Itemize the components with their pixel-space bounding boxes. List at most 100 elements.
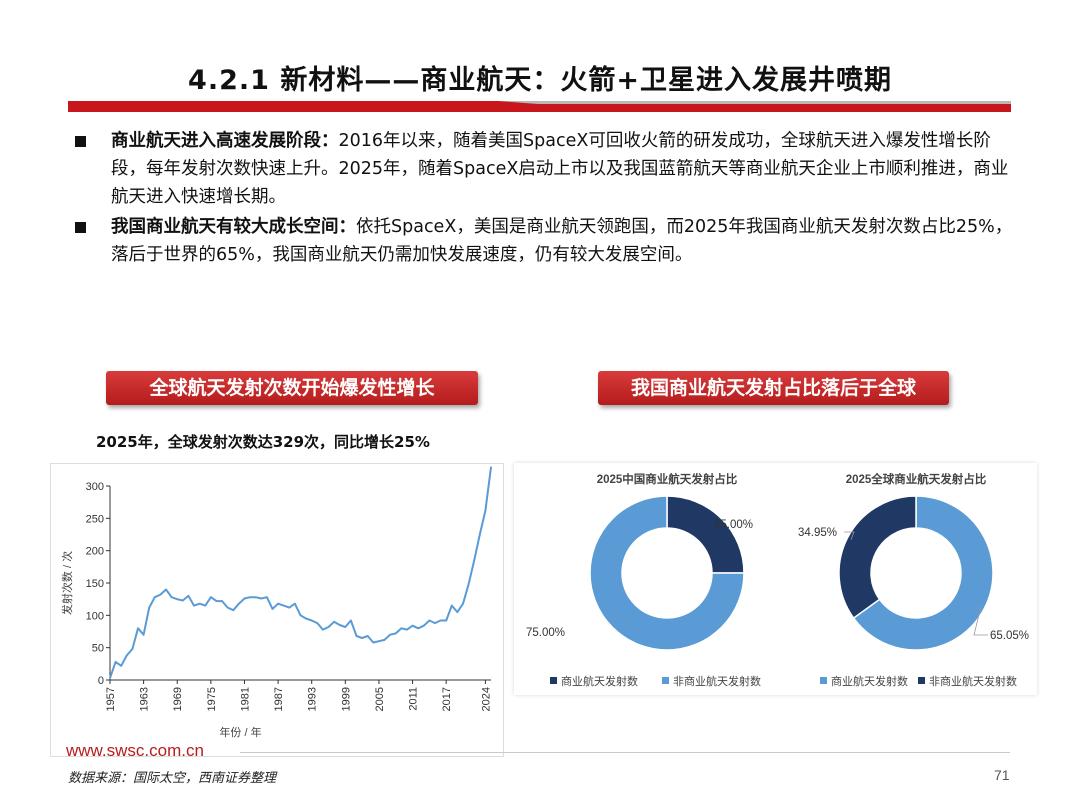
title-underline <box>68 101 1011 112</box>
data-point <box>193 604 195 607</box>
data-point <box>237 602 240 605</box>
leader-line <box>844 531 855 540</box>
data-point <box>131 648 134 650</box>
data-point <box>299 614 302 617</box>
data-point <box>249 596 251 599</box>
x-tick-label: 2005 <box>374 687 386 711</box>
x-tick-label: 1957 <box>105 687 117 711</box>
left-chart-banner: 全球航天发射次数开始爆发性增长 <box>106 371 478 405</box>
footer-url[interactable]: www.swsc.com.cn <box>66 741 204 760</box>
bullet-1: 商业航天进入高速发展阶段：2016年以来，随着美国SpaceX可回收火箭的研发成… <box>75 127 1015 211</box>
data-point <box>198 602 201 605</box>
legend-label: 非商业航天发射数 <box>673 674 761 688</box>
data-point <box>428 619 431 622</box>
data-point <box>333 620 336 623</box>
data-point <box>148 606 151 609</box>
data-point <box>165 588 167 591</box>
x-tick-label: 1963 <box>139 687 151 711</box>
bullet-square-icon <box>75 136 86 147</box>
footer-source: 数据来源：国际太空，西南证券整理 <box>68 771 277 786</box>
page-number: 71 <box>994 767 1010 783</box>
x-tick-label: 1975 <box>206 687 218 711</box>
data-point <box>142 633 145 636</box>
legend-swatch <box>820 677 827 684</box>
x-tick-label: 1987 <box>273 687 285 711</box>
donut-title: 2025全球商业航天发射占比 <box>846 472 987 486</box>
data-point <box>109 677 111 679</box>
data-point <box>293 602 296 605</box>
y-axis-title: 发射次数 / 次 <box>60 551 74 615</box>
data-point <box>484 509 487 512</box>
data-point <box>209 596 212 599</box>
data-point <box>310 619 313 622</box>
donut-slice <box>666 495 745 574</box>
data-point <box>490 466 492 469</box>
donut-value-label: 65.05% <box>990 630 1029 642</box>
data-point <box>137 627 139 630</box>
data-point <box>232 609 235 612</box>
y-tick-label: 150 <box>86 578 104 590</box>
data-point <box>181 599 184 602</box>
data-point <box>277 602 279 605</box>
x-tick-label: 1981 <box>239 687 251 711</box>
data-point <box>473 559 476 562</box>
right-chart-banner: 我国商业航天发射占比落后于全球 <box>598 371 949 405</box>
data-point <box>406 628 408 631</box>
data-point <box>282 604 285 607</box>
y-tick-label: 250 <box>86 513 104 525</box>
pie-chart-frame: 2025中国商业航天发射占比 25.00% 75.00% 商业航天发射数 非商业航天发射… <box>514 463 1037 695</box>
data-point <box>170 596 173 599</box>
data-point <box>378 640 380 643</box>
data-point <box>434 622 436 624</box>
data-point <box>305 617 308 620</box>
data-point <box>411 624 414 627</box>
data-point <box>271 607 274 610</box>
legend-swatch <box>918 677 925 684</box>
data-point <box>422 624 425 627</box>
x-tick-label: 2017 <box>441 687 453 711</box>
share-donut-charts: 2025中国商业航天发射占比 25.00% 75.00% 商业航天发射数 非商业航天发射… <box>526 472 1029 688</box>
data-point <box>462 602 464 605</box>
data-point <box>187 595 190 597</box>
line-chart-frame: 0 50 100 150 200 250 300 1957 1963 1969 1975 1981 19… <box>50 463 504 757</box>
data-point <box>159 593 162 596</box>
footer-divider <box>240 752 1010 753</box>
data-point <box>372 641 375 644</box>
bullet-heading: 我国商业航天有较大成长空间： <box>111 217 356 237</box>
data-point <box>322 628 324 631</box>
data-point <box>226 606 229 609</box>
bullet-square-icon <box>75 222 86 233</box>
donut-slice <box>852 495 994 651</box>
bullet-body: 2016年以来，随着美国SpaceX可回收火箭的研发成功，全球航天进入爆发性增长… <box>111 131 1009 207</box>
donut-slice <box>589 495 745 651</box>
data-point <box>260 597 263 600</box>
data-point <box>417 627 420 630</box>
bullet-heading: 商业航天进入高速发展阶段： <box>111 131 339 151</box>
legend-swatch <box>550 677 557 684</box>
data-point <box>350 619 352 622</box>
data-point <box>361 637 364 639</box>
x-tick-label: 2011 <box>408 687 420 711</box>
x-axis-title: 年份 / 年 <box>219 725 261 739</box>
data-point <box>344 626 347 628</box>
donut-value-label: 25.00% <box>714 519 753 531</box>
data-point <box>389 633 392 636</box>
legend-swatch <box>662 677 669 684</box>
x-tick-label: 1999 <box>340 687 352 711</box>
y-tick-label: 100 <box>86 610 104 622</box>
launch-count-series-line <box>109 467 492 679</box>
legend-label: 非商业航天发射数 <box>929 674 1017 688</box>
data-point <box>254 596 257 599</box>
data-point <box>176 598 179 601</box>
y-tick-label: 0 <box>98 675 104 687</box>
data-point <box>316 622 319 624</box>
donut-value-label: 75.00% <box>526 627 565 639</box>
data-point <box>288 606 291 609</box>
data-point <box>153 596 156 599</box>
data-point <box>394 632 397 635</box>
x-tick-label: 1969 <box>172 687 184 711</box>
page-title: 4.2.1 新材料——商业航天：火箭+卫星进入发展井喷期 <box>188 65 892 96</box>
data-point <box>355 635 358 637</box>
data-point <box>445 619 448 622</box>
data-point <box>456 611 459 613</box>
